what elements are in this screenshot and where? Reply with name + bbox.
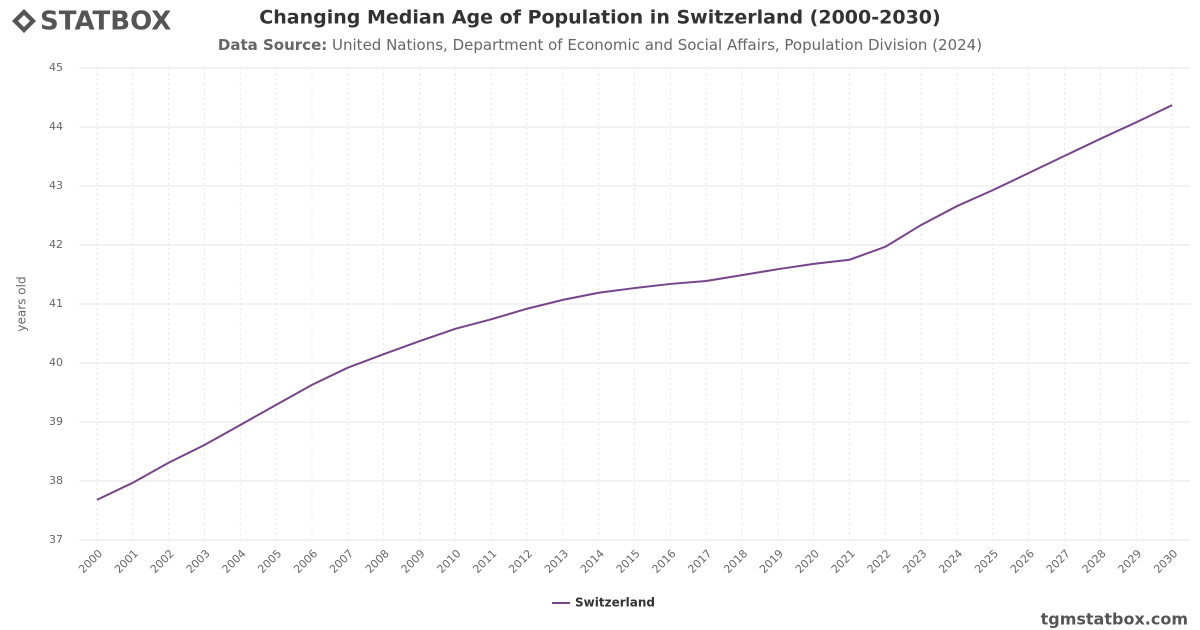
logo-icon	[12, 9, 36, 33]
x-tick-label: 2019	[757, 547, 786, 576]
y-tick-label: 38	[49, 474, 63, 487]
x-tick-label: 2026	[1008, 547, 1037, 576]
x-tick-label: 2014	[578, 547, 607, 576]
y-tick-label: 42	[49, 238, 63, 251]
x-tick-label: 2005	[255, 547, 284, 576]
logo: STATBOX	[12, 7, 171, 37]
y-tick-label: 45	[49, 61, 63, 74]
x-tick-label: 2007	[327, 547, 356, 576]
y-axis-label: years old	[15, 276, 29, 331]
chart-subtitle: Data Source: United Nations, Department …	[218, 36, 982, 54]
x-tick-label: 2029	[1115, 547, 1144, 576]
x-tick-label: 2008	[363, 547, 392, 576]
x-tick-label: 2003	[184, 547, 213, 576]
x-tick-label: 2009	[399, 547, 428, 576]
y-tick-label: 43	[49, 179, 63, 192]
x-tick-label: 2016	[650, 547, 679, 576]
x-tick-label: 2020	[793, 547, 822, 576]
x-tick-label: 2012	[506, 547, 535, 576]
source-label: Data Source:	[218, 36, 327, 54]
line	[96, 104, 1173, 501]
source: United Nations, Department of Economic a…	[332, 36, 982, 54]
x-tick-label: 2015	[614, 547, 643, 576]
x-tick-label: 2000	[76, 547, 105, 576]
x-tick-label: 2010	[435, 547, 464, 576]
x-tick-label: 2013	[542, 547, 571, 576]
x-tick-label: 2028	[1080, 547, 1109, 576]
x-tick-label: 2022	[865, 547, 894, 576]
x-tick-label: 2006	[291, 547, 320, 576]
x-tick-label: 2001	[112, 547, 141, 576]
y-tick-label: 41	[49, 297, 63, 310]
x-tick-label: 2023	[900, 547, 929, 576]
y-tick-label: 44	[49, 120, 63, 133]
x-tick-label: 2024	[936, 547, 965, 576]
x-tick-label: 2018	[721, 547, 750, 576]
x-tick-label: 2011	[470, 547, 499, 576]
x-tick-label: 2027	[1044, 547, 1073, 576]
y-tick-label: 40	[49, 356, 63, 369]
x-tick-label: 2021	[829, 547, 858, 576]
y-tick-label: 39	[49, 415, 63, 428]
x-tick-label: 2017	[685, 547, 714, 576]
logo-text: STATBOX	[40, 7, 171, 37]
x-tick-label: 2030	[1151, 547, 1180, 576]
footer: tgmstatbox.com	[1041, 610, 1188, 629]
legend-label[interactable]: Switzerland	[575, 596, 655, 610]
x-tick-label: 2004	[220, 547, 249, 576]
chart-title: Changing Median Age of Population in Swi…	[259, 7, 940, 29]
y-tick-label: 37	[49, 533, 63, 546]
x-tick-label: 2025	[972, 547, 1001, 576]
x-tick-label: 2002	[148, 547, 177, 576]
